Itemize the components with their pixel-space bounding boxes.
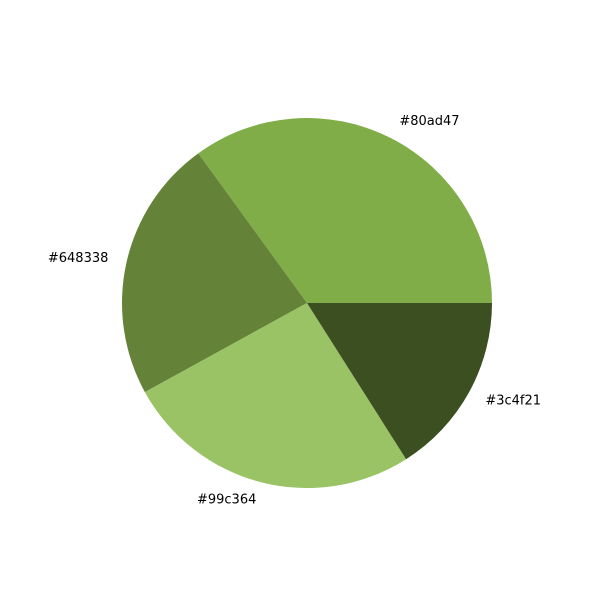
pie-slices: [121, 117, 492, 489]
pie-slice-label-2: #99c364: [197, 493, 256, 508]
pie-slice-label-1: #648338: [48, 251, 109, 266]
pie-slice-label-3: #3c4f21: [485, 394, 541, 409]
pie-slice-1: [121, 153, 307, 393]
pie-slice-0: [198, 117, 492, 303]
pie-slice-label-0: #80ad47: [399, 114, 459, 129]
pie-labels: #80ad47 #648338 #99c364 #3c4f21: [48, 114, 541, 507]
pie-slice-3: [307, 303, 492, 460]
pie-slice-2: [144, 303, 407, 489]
